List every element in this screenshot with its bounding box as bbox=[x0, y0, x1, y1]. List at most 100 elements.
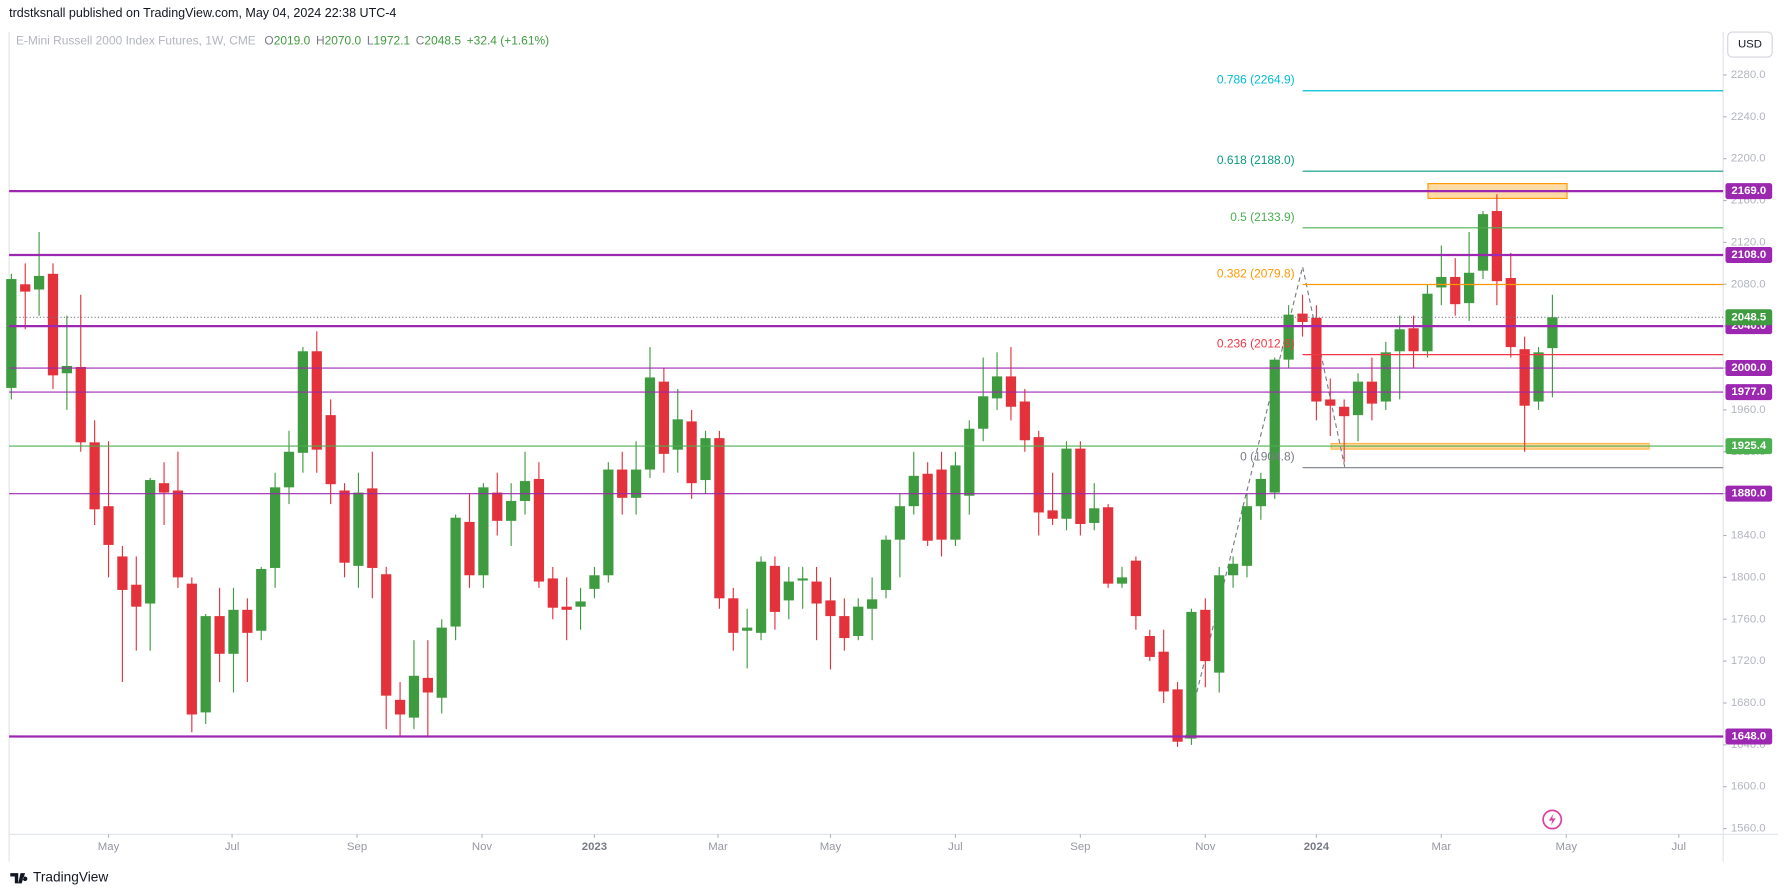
x-tick-label: Mar bbox=[708, 841, 728, 853]
y-tick-label: 2080.0 bbox=[1731, 278, 1766, 290]
candle bbox=[1325, 378, 1336, 437]
candle bbox=[506, 483, 517, 546]
level-box bbox=[1725, 485, 1773, 502]
candle bbox=[353, 472, 364, 588]
currency-button[interactable] bbox=[1727, 31, 1773, 58]
candle bbox=[1130, 556, 1142, 630]
candle-body bbox=[200, 616, 211, 713]
published-note: trdstksnall published on TradingView.com… bbox=[9, 6, 396, 20]
legend-key: C bbox=[416, 33, 425, 47]
candle bbox=[936, 451, 947, 557]
candle bbox=[1103, 504, 1114, 588]
y-tick-label: 1760.0 bbox=[1731, 613, 1766, 625]
candle-body bbox=[1186, 611, 1197, 739]
candle bbox=[783, 566, 794, 620]
candle-body bbox=[325, 415, 336, 485]
candle bbox=[1005, 347, 1017, 421]
candle-body bbox=[769, 565, 781, 612]
candle bbox=[728, 587, 739, 651]
x-tick-label: Jul bbox=[948, 841, 963, 853]
candle bbox=[1241, 493, 1253, 578]
candle-body bbox=[1269, 359, 1280, 493]
candle-body bbox=[630, 469, 642, 498]
candle-body bbox=[700, 438, 711, 481]
y-tick-label: 1560.0 bbox=[1731, 823, 1766, 835]
candle-body bbox=[547, 578, 558, 608]
level-label: 1925.4 bbox=[1731, 440, 1766, 452]
alert-circle[interactable] bbox=[1542, 809, 1563, 830]
candle bbox=[533, 462, 545, 588]
level-label: 1648.0 bbox=[1731, 730, 1766, 742]
candle bbox=[1477, 211, 1489, 280]
candle bbox=[603, 462, 614, 583]
candle-body bbox=[1422, 293, 1433, 352]
candle-body bbox=[894, 506, 906, 540]
candle-body bbox=[728, 598, 739, 633]
candle bbox=[311, 331, 322, 473]
candle bbox=[172, 451, 184, 588]
candle bbox=[1116, 566, 1128, 588]
candle-body bbox=[658, 381, 669, 454]
candle-body bbox=[603, 469, 614, 576]
candle bbox=[131, 556, 142, 651]
candle bbox=[339, 483, 350, 578]
candle bbox=[33, 231, 45, 316]
last-price-label: 2048.5 bbox=[1731, 311, 1766, 323]
candle bbox=[769, 556, 781, 630]
candle bbox=[1214, 566, 1225, 693]
candle-body bbox=[853, 606, 864, 636]
candle bbox=[519, 451, 531, 515]
candle-body bbox=[1283, 314, 1294, 360]
x-tick-label: Sep bbox=[1070, 841, 1090, 853]
candle bbox=[1339, 399, 1350, 463]
candle-body bbox=[1089, 508, 1100, 523]
fib-label: 0.236 (2012.8) bbox=[1217, 337, 1295, 351]
candle bbox=[325, 399, 336, 505]
fib-label: 0 (1904.8) bbox=[1240, 450, 1295, 464]
candle-body bbox=[1144, 635, 1155, 657]
candle bbox=[964, 420, 975, 515]
candle bbox=[1089, 483, 1100, 531]
candle-body bbox=[1352, 381, 1364, 416]
candle-body bbox=[1533, 352, 1544, 402]
candle bbox=[297, 347, 309, 473]
x-tick-label: Sep bbox=[347, 841, 367, 853]
y-tick-label: 1800.0 bbox=[1731, 571, 1766, 583]
legend-value: 2070.0 bbox=[325, 33, 362, 47]
candle bbox=[1186, 608, 1197, 745]
candle-body bbox=[1130, 560, 1142, 617]
candle bbox=[492, 472, 503, 536]
alert-bolt[interactable] bbox=[1548, 813, 1556, 826]
y-tick-label: 2280.0 bbox=[1731, 69, 1766, 81]
level-box bbox=[1725, 246, 1773, 263]
x-tick-label: May bbox=[820, 841, 842, 853]
candle bbox=[464, 493, 475, 588]
candle-body bbox=[214, 616, 225, 654]
candle bbox=[1227, 556, 1239, 588]
legend-value: 2019.0 bbox=[274, 33, 311, 47]
candle-body bbox=[908, 475, 919, 507]
candle-body bbox=[533, 478, 545, 582]
candle bbox=[20, 263, 31, 330]
candle-body bbox=[47, 273, 59, 376]
candle-body bbox=[20, 284, 31, 292]
overlay: 0.786 (2264.9) 0.618 (2188.0) 0.5 (2133.9)… bbox=[9, 73, 1724, 738]
level-box bbox=[1725, 384, 1773, 401]
candle-body bbox=[61, 365, 73, 374]
candle bbox=[1450, 258, 1461, 316]
candle bbox=[1158, 629, 1169, 703]
currency-label[interactable]: USD bbox=[1738, 39, 1762, 51]
candle bbox=[1408, 315, 1419, 369]
candle-body bbox=[1158, 651, 1169, 692]
alert-icon[interactable] bbox=[1542, 809, 1563, 830]
fib-label: 0.786 (2264.9) bbox=[1217, 73, 1295, 87]
candle bbox=[547, 566, 558, 620]
candle bbox=[436, 619, 447, 714]
fib-label: 0.618 (2188.0) bbox=[1217, 153, 1295, 167]
candle bbox=[811, 566, 822, 641]
candle-body bbox=[644, 377, 656, 470]
y-tick-label: 1600.0 bbox=[1731, 781, 1766, 793]
candle-body bbox=[1491, 211, 1503, 282]
candle-body bbox=[1227, 563, 1239, 576]
